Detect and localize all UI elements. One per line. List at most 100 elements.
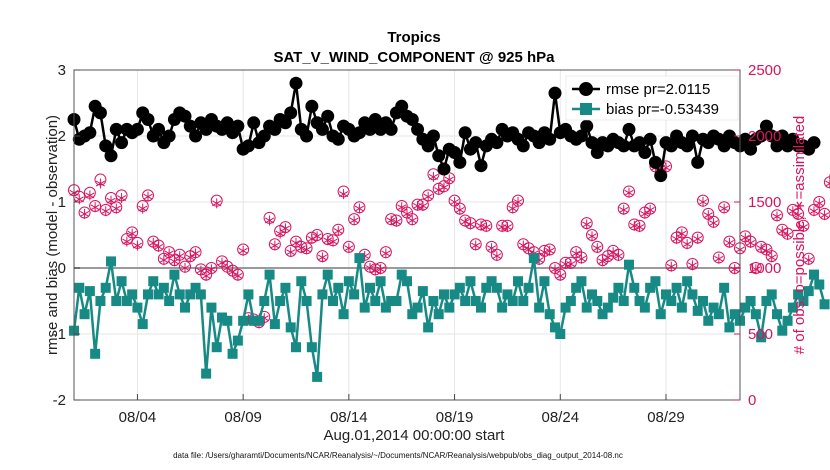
- bias-marker: [264, 269, 275, 280]
- obs-assimilated-marker: [819, 210, 830, 221]
- bias-marker: [692, 305, 703, 316]
- obs-assimilated-marker: [354, 203, 365, 214]
- x-tick-label: 08/04: [119, 409, 157, 426]
- obs-assimilated-stroke: [143, 193, 153, 200]
- bias-marker: [724, 322, 735, 333]
- obs-assimilated-marker: [212, 198, 222, 209]
- obs-assimilated-stroke: [677, 230, 687, 237]
- rmse-marker: [321, 109, 335, 123]
- bias-marker: [766, 289, 777, 300]
- bias-marker: [713, 309, 724, 320]
- obs-assimilated-stroke: [349, 217, 359, 224]
- obs-assimilated-stroke: [95, 180, 106, 187]
- obs-assimilated-stroke: [809, 208, 819, 215]
- obs-assimilated-stroke: [582, 221, 592, 228]
- rmse-marker: [152, 122, 166, 136]
- obs-assimilated-stroke: [381, 250, 391, 257]
- obs-assimilated-marker: [767, 252, 777, 263]
- rmse-marker: [284, 106, 298, 120]
- obs-assimilated-stroke: [571, 250, 581, 257]
- bias-marker: [343, 276, 354, 287]
- rmse-marker: [178, 109, 192, 123]
- bias-marker: [354, 253, 365, 264]
- obs-assimilated-marker: [513, 197, 523, 207]
- bias-marker: [312, 371, 323, 382]
- obs-assimilated-marker: [185, 252, 195, 263]
- obs-assimilated-marker: [222, 263, 232, 273]
- rmse-marker: [189, 129, 203, 143]
- obs-assimilated-marker: [745, 237, 756, 248]
- bias-marker: [111, 296, 122, 306]
- bias-marker: [761, 296, 772, 306]
- bias-marker: [454, 282, 465, 293]
- rmse-marker: [99, 139, 113, 153]
- obs-assimilated-marker: [217, 257, 227, 268]
- obs-assimilated-stroke: [761, 247, 772, 254]
- bias-marker: [402, 276, 412, 287]
- bias-marker: [143, 289, 153, 300]
- bias-marker: [227, 348, 238, 359]
- rmse-marker: [548, 86, 562, 100]
- rmse-marker: [183, 119, 197, 133]
- bias-marker: [629, 282, 640, 293]
- obs-assimilated-stroke: [486, 245, 497, 252]
- obs-assimilated-marker: [402, 208, 412, 219]
- obs-assimilated-marker: [444, 174, 454, 185]
- bias-marker: [275, 296, 286, 306]
- obs-assimilated-marker: [714, 253, 724, 264]
- bias-marker: [79, 309, 90, 320]
- obs-assimilated-marker: [344, 243, 354, 254]
- rmse-marker: [315, 122, 329, 136]
- bias-marker: [587, 289, 597, 300]
- obs-assimilated-stroke: [608, 249, 618, 256]
- obs-assimilated-stroke: [402, 210, 412, 217]
- bias-marker: [449, 289, 460, 300]
- obs-assimilated-marker: [301, 244, 312, 255]
- obs-assimilated-marker: [645, 204, 655, 215]
- obs-assimilated-stroke: [587, 233, 597, 240]
- bias-marker: [777, 325, 788, 336]
- obs-assimilated-marker: [386, 215, 396, 226]
- rmse-marker: [738, 132, 752, 146]
- plot-frame: [73, 69, 741, 401]
- bias-marker: [745, 296, 756, 306]
- obs-assimilated-stroke: [777, 228, 787, 234]
- obs-assimilated-stroke: [513, 199, 523, 205]
- obs-assimilated-stroke: [238, 247, 248, 254]
- bias-marker: [322, 269, 333, 280]
- obs-assimilated-marker: [698, 197, 708, 207]
- bias-marker: [74, 282, 85, 293]
- bias-marker: [164, 296, 175, 306]
- rmse-marker: [543, 132, 557, 146]
- bias-marker: [291, 342, 301, 353]
- bias-marker: [423, 322, 434, 333]
- bias-marker: [296, 276, 307, 287]
- obs-assimilated-marker: [545, 245, 555, 256]
- rmse-marker: [241, 139, 255, 153]
- obs-assimilated-marker: [518, 240, 528, 251]
- bias-marker: [365, 282, 375, 293]
- obs-assimilated-marker: [476, 220, 486, 231]
- bias-marker: [338, 309, 349, 320]
- obs-assimilated-stroke: [508, 205, 518, 212]
- obs-assimilated-marker: [629, 220, 639, 231]
- bias-marker: [386, 296, 397, 306]
- obs-assimilated-stroke: [328, 238, 338, 245]
- obs-assimilated-marker: [286, 247, 296, 258]
- bias-marker: [153, 289, 164, 300]
- bias-marker: [317, 289, 328, 300]
- bias-marker: [528, 253, 539, 264]
- obs-assimilated-stroke: [745, 239, 756, 246]
- rmse-marker: [199, 122, 213, 136]
- obs-assimilated-stroke: [74, 196, 84, 203]
- bias-marker: [349, 289, 360, 300]
- obs-assimilated-stroke: [523, 246, 534, 253]
- bias-marker: [581, 302, 592, 313]
- obs-assimilated-marker: [619, 204, 629, 215]
- rmse-marker: [648, 155, 662, 169]
- bias-marker: [666, 296, 677, 306]
- obs-assimilated-marker: [227, 266, 238, 277]
- rmse-marker: [516, 139, 530, 153]
- obs-assimilated-stroke: [492, 253, 502, 260]
- rmse-marker: [363, 122, 377, 136]
